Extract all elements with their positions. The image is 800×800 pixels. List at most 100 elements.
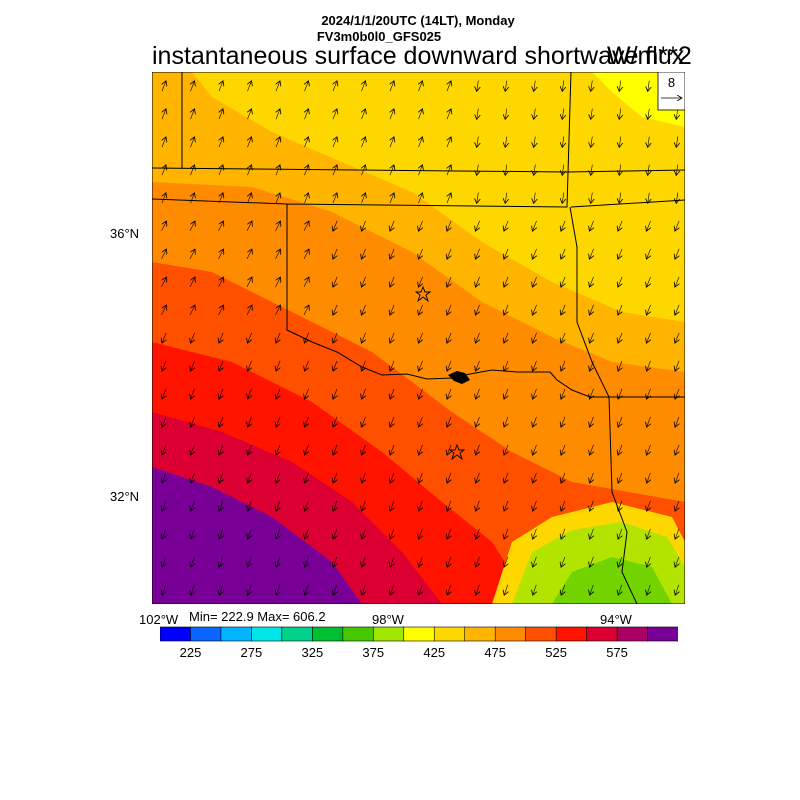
wind-vector xyxy=(276,165,280,176)
wind-vector xyxy=(361,304,365,315)
wind-vector xyxy=(276,360,280,371)
wind-vector xyxy=(304,332,308,343)
wind-vector xyxy=(447,528,451,539)
wind-vector xyxy=(162,556,166,567)
wind-vector xyxy=(219,444,223,455)
wind-vector xyxy=(532,332,536,343)
wind-vector xyxy=(590,472,594,483)
colorbar-swatch xyxy=(372,626,405,642)
colorbar-swatch xyxy=(160,626,192,642)
wind-vector xyxy=(333,584,337,595)
wind-vector xyxy=(419,360,423,371)
wind-vector xyxy=(276,81,280,92)
colorbar-swatch xyxy=(190,626,222,642)
wind-vector xyxy=(647,416,651,427)
wind-vector xyxy=(505,164,507,176)
wind-vector xyxy=(162,500,166,511)
wind-vector xyxy=(362,500,366,511)
colorbar-tick-label: 525 xyxy=(545,645,567,660)
wind-vector xyxy=(504,556,508,567)
wind-vector xyxy=(303,277,309,288)
wind-vector xyxy=(333,500,337,511)
colorbar-swatch xyxy=(494,626,527,642)
wind-vector xyxy=(618,556,622,567)
wind-vector xyxy=(219,109,223,120)
wind-vector xyxy=(390,137,394,148)
wind-vector xyxy=(504,248,508,259)
wind-vector xyxy=(618,444,622,455)
wind-vector xyxy=(191,109,195,120)
wind-vector xyxy=(561,332,565,343)
wind-vector xyxy=(191,165,195,176)
wind-vector xyxy=(675,360,679,371)
wind-vector xyxy=(447,584,451,595)
wind-vector xyxy=(419,137,423,148)
wind-vector xyxy=(532,304,536,315)
wind-vector xyxy=(362,109,366,120)
lat-label-36n: 36°N xyxy=(110,226,140,241)
wind-vector xyxy=(447,360,451,371)
wind-vector xyxy=(419,416,423,427)
wind-vector xyxy=(561,276,565,287)
wind-vector xyxy=(647,500,651,511)
wind-vector xyxy=(675,276,679,287)
wind-vector xyxy=(477,136,479,148)
wind-vector xyxy=(591,80,593,92)
map-plot: 8 xyxy=(152,72,685,604)
wind-vector xyxy=(390,332,394,343)
wind-vector xyxy=(505,136,507,148)
wind-vector xyxy=(619,108,621,120)
wind-vector xyxy=(504,304,508,315)
wind-vector xyxy=(533,472,537,483)
wind-vector xyxy=(219,360,223,371)
wind-vector xyxy=(646,220,650,231)
colorbar-tick-label: 325 xyxy=(301,645,324,660)
colorbar-swatch xyxy=(281,626,313,642)
wind-vector xyxy=(590,444,594,455)
wind-vector xyxy=(305,584,309,595)
datetime-header: 2024/1/1/20UTC (14LT), Monday xyxy=(321,13,515,28)
wind-vector xyxy=(305,137,309,148)
wind-vector xyxy=(248,472,252,483)
wind-vector xyxy=(190,332,194,343)
wind-vector xyxy=(333,276,337,287)
colorbar-swatch xyxy=(342,626,374,642)
wind-vector xyxy=(362,416,366,427)
wind-vector xyxy=(419,165,423,176)
colorbar-swatch xyxy=(555,626,588,642)
wind-vector xyxy=(333,416,337,427)
wind-vector xyxy=(419,388,423,399)
wind-vector xyxy=(675,444,679,455)
wind-vector xyxy=(647,472,651,483)
wind-vector xyxy=(305,528,309,539)
wind-vector xyxy=(191,416,195,427)
star-oklahoma-city xyxy=(414,285,432,303)
wind-vector xyxy=(476,444,480,455)
wind-vector xyxy=(646,332,650,343)
lon-label-94w: 94°W xyxy=(600,612,632,627)
wind-vector xyxy=(562,192,564,204)
wind-vector xyxy=(476,360,480,371)
wind-vector xyxy=(647,528,651,539)
wind-vector xyxy=(618,472,622,483)
wind-vector xyxy=(648,192,650,204)
wind-vector xyxy=(533,360,537,371)
wind-vector xyxy=(333,556,337,567)
wind-vector xyxy=(477,80,479,92)
wind-vector xyxy=(275,249,281,260)
wind-vector xyxy=(333,472,337,483)
red-river-lake xyxy=(448,371,470,384)
wind-vector xyxy=(333,109,337,120)
wind-vector xyxy=(447,193,451,204)
wind-vector xyxy=(504,220,508,231)
wind-vector xyxy=(219,388,223,399)
wind-vector xyxy=(333,304,337,315)
wind-vector xyxy=(390,304,394,315)
wind-vector xyxy=(475,304,479,315)
wind-vector xyxy=(162,332,166,343)
wind-vector xyxy=(362,137,366,148)
wind-vector xyxy=(447,444,451,455)
wind-vector xyxy=(276,528,280,539)
wind-vector xyxy=(675,528,679,539)
wind-vector xyxy=(475,248,479,259)
